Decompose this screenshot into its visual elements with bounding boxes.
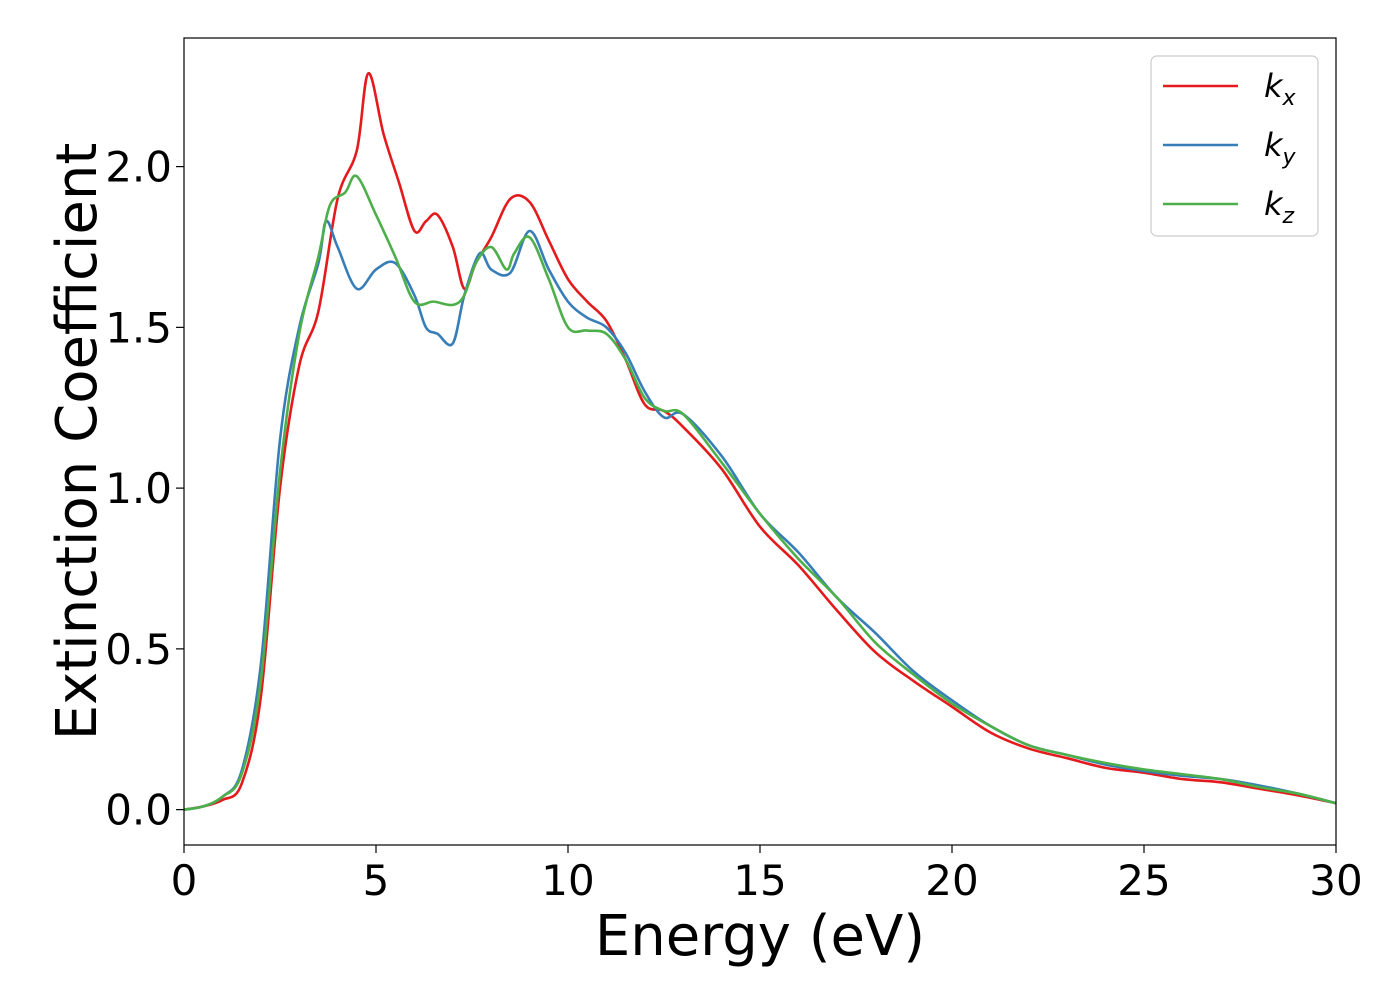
plot-lines [183,72,1337,811]
y-tick-label: 0.5 [105,625,172,674]
y-axis-ticks: 0.0 0.5 1.0 1.5 2.0 [105,143,184,835]
legend-label-kz: kz [1264,185,1295,229]
x-tick-label: 15 [733,856,786,905]
legend: kx ky kz [1150,55,1319,237]
x-tick-label: 30 [1309,856,1362,905]
x-tick-label: 0 [171,856,198,905]
x-axis-label: Energy (eV) [595,904,925,969]
y-tick-label: 1.0 [105,464,172,513]
y-tick-label: 2.0 [105,143,172,192]
x-tick-label: 10 [541,856,594,905]
x-tick-label: 5 [363,856,390,905]
x-tick-label: 20 [925,856,978,905]
legend-label-ky: ky [1264,126,1297,170]
legend-label-kx: kx [1264,67,1297,111]
x-tick-label: 25 [1117,856,1170,905]
series-line-kx [183,72,1337,811]
y-axis-label: Extinction Coefficient [45,143,110,741]
y-tick-label: 1.5 [105,303,172,352]
x-axis-ticks: 0 5 10 15 20 25 30 [171,845,1363,905]
series-line-kz [183,174,1337,811]
y-tick-label: 0.0 [105,786,172,835]
